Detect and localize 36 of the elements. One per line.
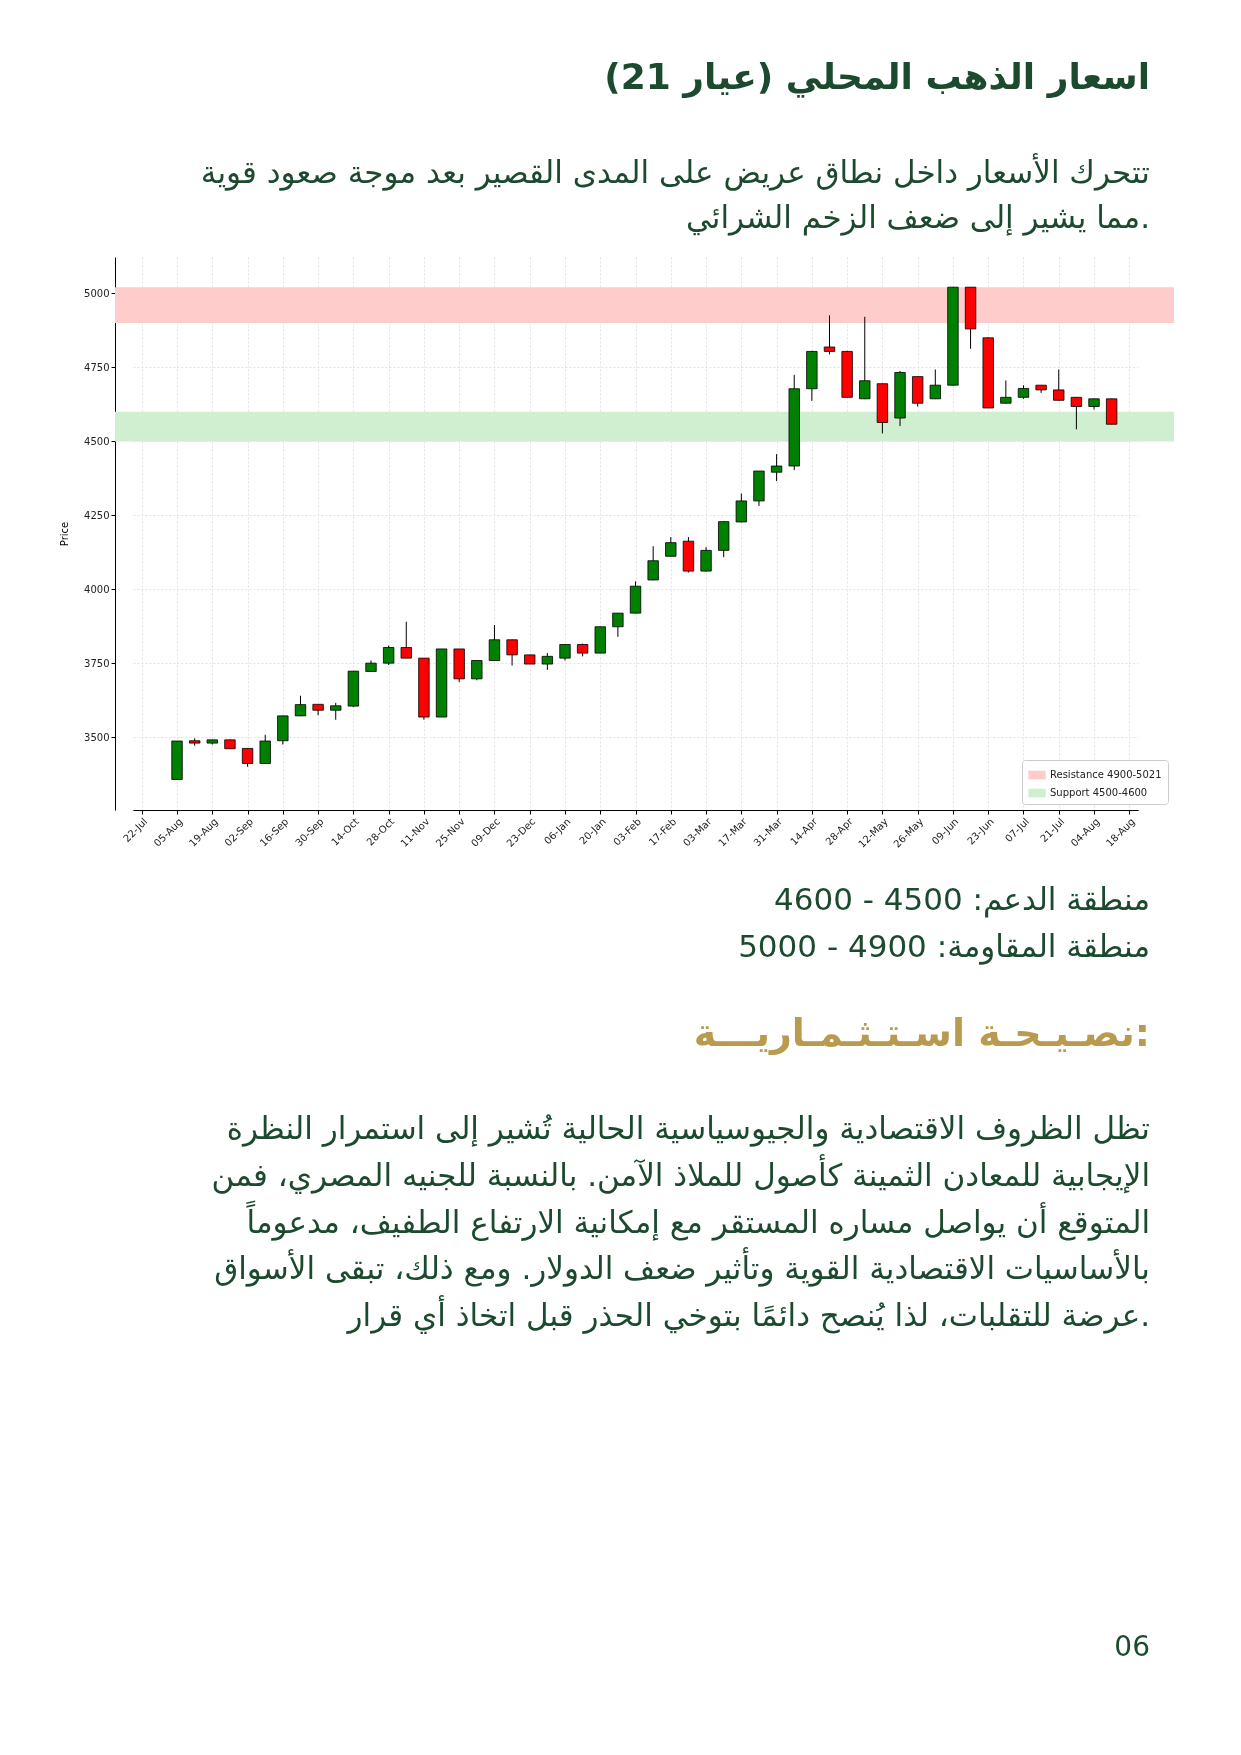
y-tick-label: 4250: [84, 509, 110, 521]
legend-label: Support 4500-4600: [1050, 787, 1148, 798]
candlestick: [259, 734, 271, 765]
candlestick: [400, 621, 412, 659]
y-tick-label: 5000: [84, 287, 110, 299]
y-axis-title: Price: [59, 521, 71, 547]
y-tick-label: 4000: [84, 583, 110, 595]
text: منطقة المقاومة: 4900 - 5000: [738, 928, 1150, 965]
candlestick: [488, 624, 501, 662]
text: منطقة الدعم: 4500 - 4600: [773, 881, 1150, 918]
candlestick: [700, 546, 712, 572]
candlestick: [823, 314, 836, 355]
candlestick: [859, 316, 871, 400]
candlestick: [929, 368, 941, 400]
candlestick: [383, 645, 395, 666]
text: نصـيـحـة اسـتـثـمـاريـــة:: [693, 1011, 1150, 1055]
y-tick-label: 3500: [84, 731, 110, 743]
legend-label: Resistance 4900-5021: [1050, 769, 1162, 780]
candlestick: [735, 493, 747, 523]
chart-subtitle: تتحرك الأسعار داخل نطاق عريض على المدى القصير بعد موجة صعود قوية مما يشير إلى ضعف الزخم الشرائي.: [200, 153, 1150, 236]
candlestick: [647, 545, 659, 581]
y-tick-label: 4750: [84, 361, 110, 373]
chart-title: اسعار الذهب المحلي (عيار 21): [604, 56, 1150, 98]
candlestick: [1000, 379, 1012, 405]
candlestick: [294, 695, 307, 717]
text: 06: [1114, 1630, 1150, 1663]
text: تظل الظروف الاقتصادية والجيوسياسية الحالية تُشير إلى استمرار النظرة الإيجابية للمعادن الثمينة كأصول للملاذ الآمن. بالنسبة للجنيه المصري، فمن المتوقع أن يواصل مساره المستقر مع إمكانية الارتفاع الطفيف، مدعوماً بالأساسيات الاقتصادية القوية وتأثير ضعف الدولار. ومع ذلك، تبقى الأسواق عرضة للتقلبات، لذا يُنصح دائمًا بتوخي الحذر قبل اتخاذ أي قرار.: [211, 1110, 1150, 1334]
candlestick: [1070, 396, 1083, 430]
y-tick-label: 4500: [84, 435, 110, 447]
candlestick: [665, 536, 677, 558]
candlestick: [612, 612, 624, 638]
candlestick: [241, 747, 254, 768]
candlestick: [770, 453, 783, 482]
candlestick: [506, 639, 518, 667]
candlestick: [1053, 368, 1065, 402]
y-tick-label: 3750: [84, 657, 110, 669]
